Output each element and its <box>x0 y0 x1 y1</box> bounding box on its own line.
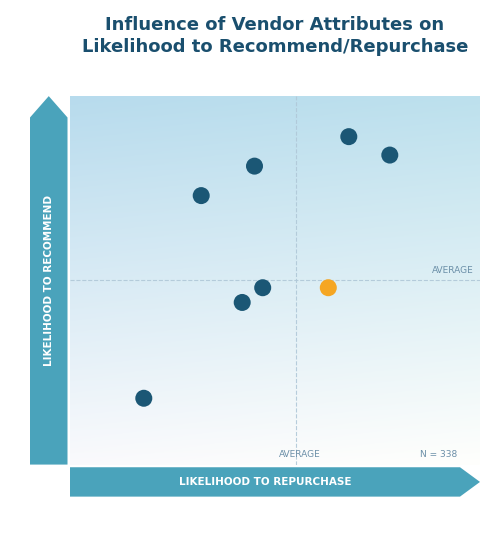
Point <box>345 132 353 141</box>
Point <box>238 298 246 307</box>
Polygon shape <box>70 467 480 497</box>
Text: LIKELIHOOD TO REPURCHASE: LIKELIHOOD TO REPURCHASE <box>179 477 351 487</box>
Text: AVERAGE: AVERAGE <box>432 266 474 275</box>
Point <box>324 284 332 292</box>
Text: LIKELIHOOD TO RECOMMEND: LIKELIHOOD TO RECOMMEND <box>44 195 54 366</box>
Text: N = 338: N = 338 <box>420 450 458 459</box>
Polygon shape <box>30 96 68 465</box>
Text: Influence of Vendor Attributes on
Likelihood to Recommend/Repurchase: Influence of Vendor Attributes on Likeli… <box>82 16 468 56</box>
Point <box>197 191 205 200</box>
Point <box>250 162 258 170</box>
Point <box>258 284 266 292</box>
Point <box>386 151 394 159</box>
Point <box>140 394 148 403</box>
Text: AVERAGE: AVERAGE <box>278 450 320 459</box>
